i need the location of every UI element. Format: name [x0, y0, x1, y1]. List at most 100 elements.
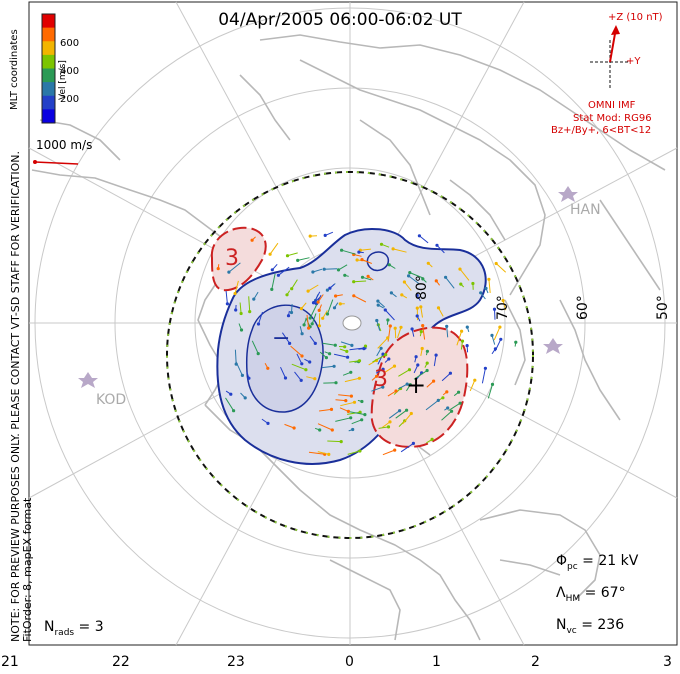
velocity-vector-origin	[285, 293, 289, 297]
velocity-vector	[376, 320, 381, 331]
velocity-vector-origin	[408, 271, 412, 275]
velocity-vector-origin	[311, 301, 316, 305]
velocity-vector	[287, 252, 298, 257]
velocity-vector	[321, 365, 335, 369]
latitude-label-50: 50°	[655, 295, 671, 320]
velocity-vector-origin	[490, 382, 495, 386]
velocity-vector	[398, 383, 408, 390]
velocity-vector-origin	[355, 258, 359, 262]
radar-label-kod: KOD	[96, 392, 127, 408]
velocity-vector-origin	[399, 325, 403, 329]
velocity-vector	[280, 366, 286, 379]
velocity-vector-origin	[421, 324, 425, 328]
velocity-vector	[494, 339, 502, 352]
velocity-vector	[378, 426, 389, 429]
mlt-label-22: 22	[112, 654, 130, 670]
velocity-vector-origin	[460, 329, 464, 333]
velocity-vector-origin	[229, 392, 233, 396]
velocity-vector-origin	[339, 440, 343, 444]
negative-small-contour	[366, 251, 390, 272]
velocity-vector-origin	[343, 273, 347, 277]
velocity-vector-origin	[268, 252, 272, 256]
velocity-vector-origin	[425, 349, 429, 353]
velocity-vector-origin	[487, 277, 491, 281]
magnetic-pole-marker	[342, 315, 362, 331]
velocity-vector-origin	[459, 282, 463, 286]
velocity-vector-origin	[308, 234, 312, 238]
velocity-vector-origin	[317, 324, 321, 328]
velocity-vector-origin	[460, 339, 465, 343]
velocity-vector-origin	[375, 318, 379, 323]
velocity-vector-origin	[490, 333, 494, 337]
velocity-vector	[234, 280, 239, 294]
velocity-vector-origin	[286, 314, 291, 318]
velocity-vector	[422, 325, 426, 340]
velocity-vector	[338, 264, 348, 271]
velocity-vector-origin	[392, 364, 397, 368]
velocity-vector	[338, 394, 352, 397]
velocity-vector-origin	[256, 322, 261, 326]
velocity-vector	[327, 299, 334, 315]
velocity-vector	[469, 380, 476, 392]
velocity-vector-origin	[417, 234, 421, 238]
radar-label-han: HAN	[570, 202, 601, 218]
velocity-vector-origin	[445, 390, 449, 394]
velocity-vector-origin	[317, 308, 321, 312]
velocity-vector	[319, 408, 332, 412]
velocity-vector-origin	[376, 299, 380, 303]
velocity-vector-origin	[302, 323, 306, 327]
velocity-vector-origin	[407, 368, 412, 372]
velocity-vector-origin	[450, 409, 454, 413]
velocity-vector	[353, 295, 367, 303]
velocity-vector-origin	[322, 267, 326, 271]
velocity-vector	[441, 410, 452, 421]
velocity-vector-origin	[405, 382, 409, 386]
velocity-vector-origin	[386, 425, 391, 429]
velocity-vector	[251, 340, 259, 354]
velocity-vector	[402, 413, 412, 425]
mlt-label-21: 21	[1, 654, 19, 670]
velocity-vector	[306, 314, 310, 329]
potential-max-marker: +	[406, 371, 427, 399]
colorbar-band	[42, 41, 55, 56]
velocity-vector-origin	[330, 428, 334, 432]
velocity-vector	[271, 273, 276, 290]
colorbar-tick-200: 200	[60, 94, 80, 105]
velocity-vector-origin	[400, 293, 404, 297]
velocity-vector	[284, 423, 295, 429]
colorbar-tick-600: 600	[60, 38, 80, 49]
velocity-vector-origin	[387, 357, 391, 361]
velocity-vector-origin	[473, 378, 477, 382]
velocity-vector-origin	[416, 363, 420, 367]
velocity-vector	[309, 304, 318, 319]
velocity-vector-origin	[357, 250, 361, 254]
velocity-vector-origin	[411, 441, 415, 445]
velocity-vector	[413, 370, 428, 380]
colorbar-band	[42, 14, 55, 29]
velocity-vector-origin	[446, 406, 450, 410]
velocity-vector	[456, 331, 463, 346]
velocity-vector-origin	[329, 407, 334, 411]
velocity-vector-origin	[379, 346, 383, 350]
velocity-vector	[448, 402, 461, 412]
velocity-vector-origin	[498, 325, 502, 329]
vector-scale-label: 1000 m/s	[36, 138, 93, 152]
imf-y-label: +Y	[626, 56, 641, 67]
velocity-vector-origin	[379, 242, 384, 246]
velocity-vector-origin	[432, 379, 436, 383]
velocity-vector-origin	[234, 308, 238, 312]
velocity-vector-origin	[316, 300, 320, 304]
velocity-vector-origin	[308, 360, 312, 364]
imf-source-label: OMNI IMF	[588, 100, 636, 111]
latitude-label-60: 60°	[575, 295, 591, 320]
velocity-vector-origin	[349, 394, 353, 398]
velocity-vector	[371, 386, 383, 392]
latitude-label-80: 80°	[414, 275, 430, 300]
velocity-vector-origin	[239, 328, 244, 332]
velocity-vector	[433, 355, 437, 367]
velocity-vector-origin	[484, 286, 488, 290]
velocity-vector-origin	[313, 377, 317, 381]
velocity-vector-origin	[310, 322, 314, 326]
velocity-vector-origin	[387, 263, 391, 267]
velocity-vector	[225, 290, 228, 304]
